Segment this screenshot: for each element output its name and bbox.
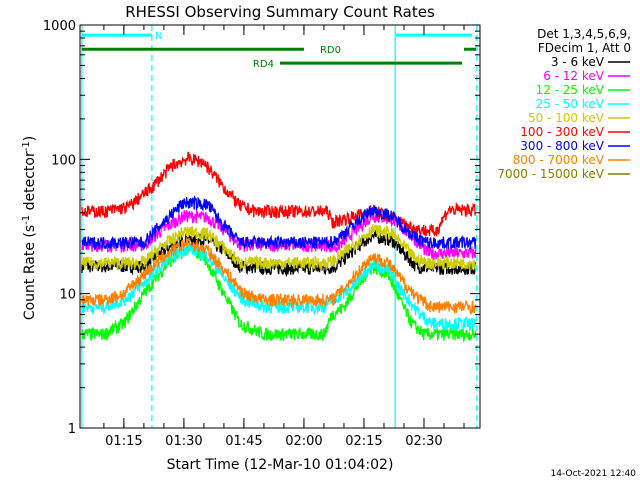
y-tick-label: 100: [51, 153, 76, 168]
y-axis-label: Count Rate (s-1 detector-1): [21, 136, 38, 320]
legend-label-3: 12 - 25 keV: [536, 83, 605, 97]
y-axis-label-sup-2: -1: [21, 141, 32, 151]
x-tick-label: 02:00: [285, 434, 322, 449]
status-bar-label-n: N: [155, 31, 162, 42]
y-axis-label-part-1: Count Rate (s: [22, 225, 38, 320]
legend: Det 1,3,4,5,6,9, FDecim 1, Att 0 3 - 6 k…: [497, 27, 631, 181]
y-axis-label-sup-1: -1: [21, 215, 32, 225]
x-tick-label: 02:30: [405, 434, 442, 449]
series-line-6: [81, 151, 476, 238]
plot-area: N RD0 RD4: [81, 25, 478, 428]
legend-label-9: 7000 - 15000 keV: [497, 167, 604, 181]
legend-label-5: 50 - 100 keV: [528, 111, 605, 125]
status-bar-label-rd0: RD0: [320, 45, 341, 56]
footer-date: 14-Oct-2021 12:40: [551, 469, 637, 479]
x-tick-label: 01:45: [225, 434, 262, 449]
legend-header-line-1: Det 1,3,4,5,6,9,: [537, 27, 631, 41]
y-tick-label: 1: [68, 422, 76, 437]
series-line-7: [81, 195, 477, 251]
legend-label-2: 6 - 12 keV: [543, 69, 605, 83]
legend-label-7: 300 - 800 keV: [520, 139, 604, 153]
series-line-5: [81, 223, 477, 271]
legend-label-8: 800 - 7000 keV: [513, 153, 605, 167]
x-tick-label: 02:15: [345, 434, 382, 449]
status-bar-label-rd4: RD4: [253, 59, 274, 70]
series-line-3: [81, 242, 477, 343]
chart-title: RHESSI Observing Summary Count Rates: [125, 3, 435, 21]
plot-frame: [79, 24, 481, 429]
y-axis-label-part-3: ): [22, 136, 38, 141]
legend-label-4: 25 - 50 keV: [536, 97, 605, 111]
x-tick-label: 01:30: [165, 434, 202, 449]
legend-label-6: 100 - 300 keV: [520, 125, 604, 139]
series-line-8: [81, 237, 477, 316]
series-line-2: [81, 209, 477, 261]
y-axis-label-part-2: detector: [22, 151, 38, 215]
y-tick-label: 10: [59, 288, 76, 303]
y-tick-label: 1000: [43, 19, 76, 34]
x-axis: 01:15 01:30 01:45 02:00 02:15 02:30: [103, 25, 465, 449]
legend-header-line-2: FDecim 1, Att 0: [538, 41, 631, 55]
legend-label-1: 3 - 6 keV: [551, 55, 605, 69]
x-tick-label: 01:15: [105, 434, 142, 449]
x-axis-label: Start Time (12-Mar-10 01:04:02): [167, 457, 394, 473]
